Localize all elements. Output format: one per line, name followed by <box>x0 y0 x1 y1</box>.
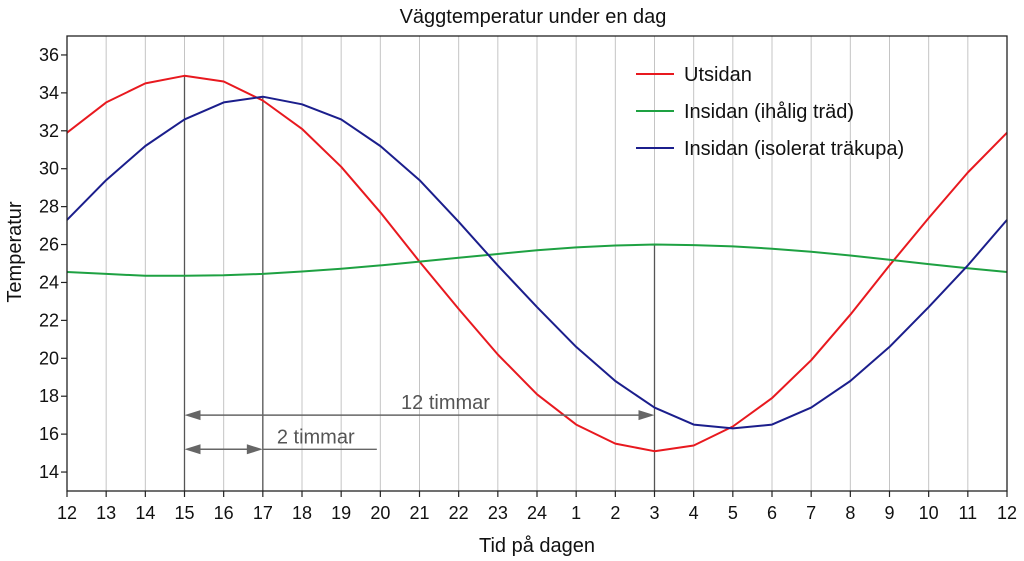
x-tick-label: 8 <box>845 503 855 523</box>
y-tick-label: 14 <box>39 462 59 482</box>
arrowhead-left <box>184 444 201 455</box>
series-lines <box>66 74 1008 453</box>
series-line-3 <box>66 95 1008 430</box>
legend: Utsidan Insidan (ihålig träd) Insidan (iso… <box>636 64 904 160</box>
x-tick-label: 6 <box>767 503 777 523</box>
arrowhead-right <box>246 444 263 455</box>
legend-label-2: Insidan (ihålig träd) <box>684 101 854 123</box>
y-tick-labels: 14 16 18 20 22 24 26 28 30 32 34 36 <box>39 45 59 482</box>
y-tick-label: 16 <box>39 424 59 444</box>
y-axis-title: Temperatur <box>4 201 26 302</box>
annotation-label: 2 timmar <box>277 426 355 448</box>
y-tick-label: 26 <box>39 235 59 255</box>
x-tick-label: 17 <box>253 503 273 523</box>
series-line-1 <box>66 74 1008 453</box>
y-tick-label: 32 <box>39 121 59 141</box>
x-tick-label: 12 <box>57 503 77 523</box>
x-tick-label: 18 <box>292 503 312 523</box>
x-tick-label: 3 <box>649 503 659 523</box>
x-tick-label: 10 <box>919 503 939 523</box>
x-tick-label: 21 <box>409 503 429 523</box>
chart-title: Väggtemperatur under en dag <box>400 6 667 28</box>
legend-label-1: Utsidan <box>684 64 752 86</box>
y-tick-label: 34 <box>39 83 59 103</box>
y-tick-label: 20 <box>39 348 59 368</box>
x-tick-labels: 12 13 14 15 16 17 18 19 20 21 22 23 24 1 2 3 4 5 6 7 8 9 10 11 1… <box>57 503 1017 523</box>
x-tick-label: 23 <box>488 503 508 523</box>
x-tick-label: 13 <box>96 503 116 523</box>
x-tick-label: 19 <box>331 503 351 523</box>
y-tick-label: 30 <box>39 159 59 179</box>
annotation-2: 2 timmar <box>184 426 377 455</box>
x-tick-label: 12 <box>997 503 1017 523</box>
arrowhead-right <box>638 410 655 421</box>
y-tick-label: 36 <box>39 45 59 65</box>
x-tick-label: 5 <box>728 503 738 523</box>
series-line-2 <box>66 243 1008 277</box>
x-tick-label: 20 <box>370 503 390 523</box>
x-tick-label: 7 <box>806 503 816 523</box>
annotation-label: 12 timmar <box>401 392 490 414</box>
y-tick-label: 22 <box>39 310 59 330</box>
legend-label-3: Insidan (isolerat träkupa) <box>684 138 904 160</box>
x-tick-label: 2 <box>610 503 620 523</box>
x-tick-label: 22 <box>449 503 469 523</box>
y-tick-label: 24 <box>39 272 59 292</box>
annotation-1: 12 timmar <box>184 392 655 421</box>
x-tick-label: 9 <box>884 503 894 523</box>
x-tick-label: 24 <box>527 503 547 523</box>
x-tick-label: 16 <box>214 503 234 523</box>
x-tick-label: 15 <box>174 503 194 523</box>
x-tick-label: 4 <box>689 503 699 523</box>
axis-ticks <box>61 54 1008 497</box>
x-tick-label: 1 <box>571 503 581 523</box>
x-tick-label: 14 <box>135 503 155 523</box>
y-tick-label: 18 <box>39 386 59 406</box>
reference-lines <box>183 75 656 491</box>
x-tick-label: 11 <box>958 503 977 523</box>
x-axis-title: Tid på dagen <box>479 535 595 557</box>
annotations: 12 timmar 2 timmar <box>184 392 655 455</box>
y-tick-label: 28 <box>39 197 59 217</box>
arrowhead-left <box>184 410 201 421</box>
